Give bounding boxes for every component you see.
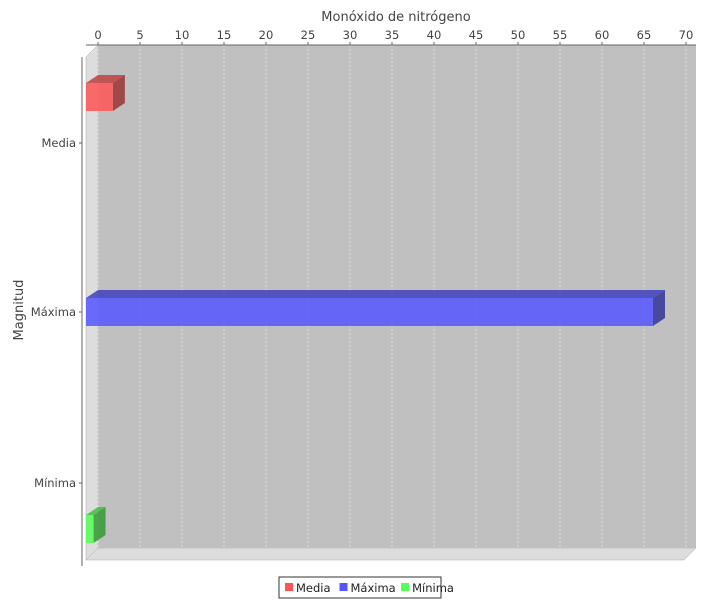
legend-label: Media xyxy=(296,581,331,595)
legend: Media Máxima Mínima xyxy=(278,576,454,599)
legend-label: Mínima xyxy=(412,581,454,595)
plot-area xyxy=(85,44,697,561)
bar-front-face xyxy=(86,83,113,111)
bar-front-face xyxy=(86,298,653,326)
x-tick-label: 0 xyxy=(94,28,101,42)
x-tick-label: 35 xyxy=(385,28,400,42)
x-tick-label: 65 xyxy=(637,28,652,42)
axes: 0 5 10 15 20 25 30 35 40 45 50 55 60 65 70 Media Máxima M… xyxy=(31,28,696,566)
y-tick-label: Máxima xyxy=(31,305,76,319)
floor-wall xyxy=(85,547,697,561)
bar-side-face xyxy=(653,290,665,326)
x-tick-label: 50 xyxy=(511,28,526,42)
x-tick-label: 60 xyxy=(595,28,610,42)
bar-top-face xyxy=(86,75,125,83)
bar-front-face xyxy=(86,515,94,543)
y-tick-label: Media xyxy=(41,136,76,150)
x-tick-label: 25 xyxy=(301,28,316,42)
x-tick-label: 40 xyxy=(427,28,442,42)
legend-box xyxy=(278,576,442,599)
x-tick-label: 30 xyxy=(343,28,358,42)
x-tick-label: 70 xyxy=(679,28,694,42)
bar-side-face xyxy=(112,75,125,111)
y-tick-label: Mínima xyxy=(34,476,76,490)
bar-top-face xyxy=(86,507,106,515)
bar-side-face xyxy=(93,507,106,543)
y-axis-title: Magnitud xyxy=(12,280,27,341)
bar xyxy=(86,290,665,326)
legend-swatch xyxy=(401,583,410,591)
x-tick-label: 15 xyxy=(217,28,232,42)
legend-swatch xyxy=(339,583,348,591)
x-tick-label: 5 xyxy=(136,28,143,42)
x-tick-label: 45 xyxy=(469,28,484,42)
x-axis-title: Monóxido de nitrógeno xyxy=(321,10,470,25)
x-tick-label: 55 xyxy=(553,28,568,42)
x-tick-label: 10 xyxy=(175,28,190,42)
bar-top-face xyxy=(86,290,665,298)
x-tick-label: 20 xyxy=(259,28,274,42)
legend-label: Máxima xyxy=(351,581,396,595)
bar xyxy=(86,75,125,111)
bar xyxy=(86,507,106,543)
legend-swatch xyxy=(285,583,293,591)
